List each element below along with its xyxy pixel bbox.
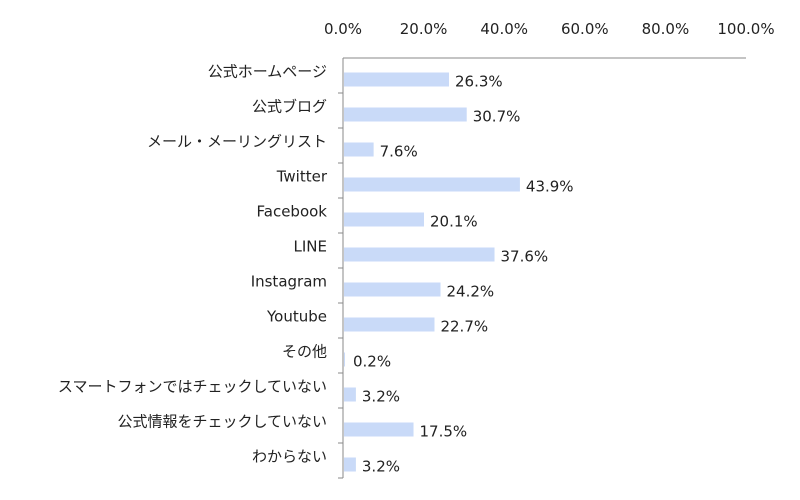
bar (344, 387, 356, 402)
bar (344, 352, 345, 367)
category-label: 公式ホームページ (208, 63, 327, 81)
value-label: 24.2% (447, 283, 495, 301)
x-tick-label: 0.0% (324, 20, 362, 38)
value-label: 30.7% (473, 108, 521, 126)
value-label: 7.6% (380, 143, 418, 161)
axes (338, 57, 746, 479)
value-label: 3.2% (362, 388, 400, 406)
value-label: 20.1% (430, 213, 478, 231)
x-axis-ticks: 0.0% 20.0% 40.0% 60.0% 80.0% 100.0% (324, 20, 775, 38)
value-label: 26.3% (455, 73, 503, 91)
category-label: Instagram (251, 273, 327, 291)
category-label: Twitter (276, 168, 328, 186)
category-label: Youtube (266, 308, 327, 326)
bar (344, 282, 441, 297)
category-label: Facebook (257, 203, 328, 221)
category-label: わからない (252, 448, 327, 466)
category-label: メール・メーリングリスト (147, 133, 327, 151)
bar (344, 247, 495, 262)
category-label: その他 (282, 343, 327, 361)
bar (344, 107, 467, 122)
x-tick-label: 80.0% (642, 20, 690, 38)
bar (344, 212, 425, 227)
bar (344, 177, 520, 192)
bar (344, 317, 435, 332)
value-label: 22.7% (440, 318, 488, 336)
value-label: 17.5% (420, 423, 468, 441)
category-label: LINE (294, 238, 327, 256)
bar (344, 457, 356, 472)
value-label: 3.2% (362, 458, 400, 476)
bar (344, 142, 374, 157)
x-tick-label: 40.0% (480, 20, 528, 38)
category-label: 公式情報をチェックしていない (117, 413, 327, 431)
x-tick-label: 100.0% (717, 20, 774, 38)
bar (344, 72, 449, 87)
x-tick-label: 20.0% (400, 20, 448, 38)
category-label: スマートフォンではチェックしていない (58, 378, 327, 396)
value-label: 43.9% (526, 178, 574, 196)
value-label: 0.2% (353, 353, 391, 371)
bars (344, 72, 520, 472)
category-label: 公式ブログ (252, 98, 327, 116)
x-tick-label: 60.0% (561, 20, 609, 38)
value-label: 37.6% (501, 248, 549, 266)
bar (344, 422, 414, 437)
value-labels: 26.3% 30.7% 7.6% 43.9% 20.1% 37.6% 24.2% 22.7% 0… (353, 73, 574, 476)
